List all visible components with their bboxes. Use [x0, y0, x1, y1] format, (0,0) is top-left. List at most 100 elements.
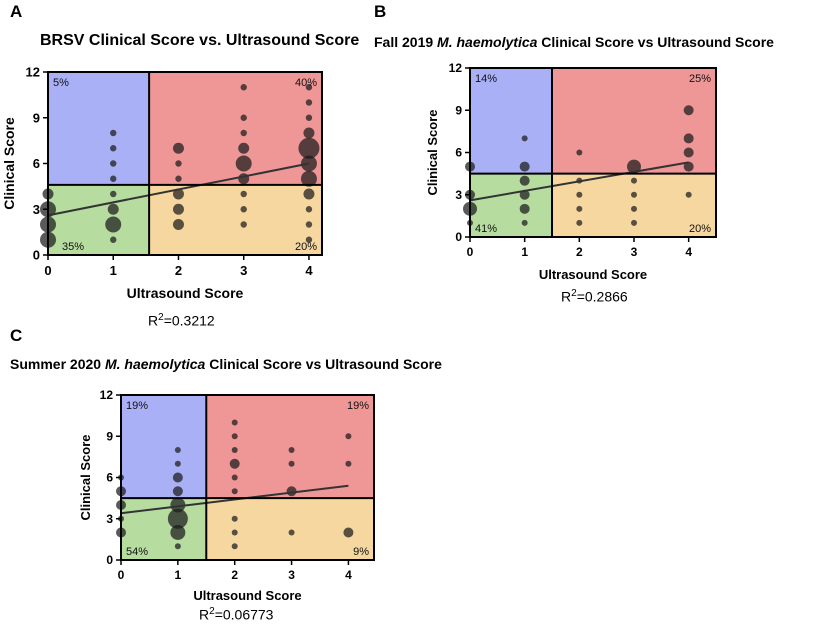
- quadrant-lower-left: [48, 184, 150, 255]
- x-tick-label: 2: [175, 263, 182, 278]
- r2-value: =0.06773: [214, 606, 274, 623]
- y-tick-label: 0: [33, 248, 40, 263]
- y-tick-label: 0: [106, 553, 113, 567]
- data-point: [174, 543, 181, 550]
- x-tick-label: 1: [110, 263, 117, 278]
- chart-b-title-species: M. haemolytica: [437, 34, 538, 50]
- chart-c-r-squared: R2=0.06773: [199, 606, 273, 623]
- data-point: [172, 142, 184, 154]
- data-point: [303, 188, 315, 200]
- r2-base: R: [199, 606, 210, 623]
- y-tick-label: 3: [455, 188, 462, 202]
- data-point: [174, 460, 181, 467]
- data-point: [240, 114, 247, 121]
- data-point: [110, 145, 117, 152]
- data-point: [683, 105, 694, 116]
- data-point: [105, 216, 122, 233]
- quadrant-lower-left: [470, 173, 552, 237]
- data-point: [110, 160, 117, 167]
- r2-exponent: 2: [571, 288, 577, 299]
- data-point: [683, 133, 694, 144]
- data-point: [238, 142, 250, 154]
- data-point: [521, 219, 528, 226]
- quadrant-upper-left: [48, 72, 150, 185]
- quadrant-label-lower-right: 20%: [689, 223, 711, 235]
- data-point: [300, 170, 317, 187]
- data-point: [305, 221, 313, 228]
- x-tick-label: 4: [345, 568, 352, 582]
- data-point: [231, 419, 238, 426]
- data-point: [683, 161, 694, 172]
- data-point: [576, 191, 583, 198]
- data-point: [231, 543, 238, 550]
- data-point: [305, 236, 313, 243]
- y-tick-label: 6: [455, 146, 462, 160]
- quadrant-label-lower-left: 54%: [126, 546, 148, 558]
- y-tick-label: 12: [449, 61, 463, 75]
- data-point: [305, 99, 313, 106]
- chart-b-title-text: Fall 2019: [374, 34, 438, 50]
- data-point: [167, 508, 188, 529]
- data-point: [231, 488, 238, 495]
- data-point: [235, 155, 252, 172]
- x-tick-label: 4: [305, 263, 313, 278]
- data-point: [231, 515, 238, 522]
- x-tick-label: 3: [288, 568, 295, 582]
- data-point: [110, 190, 117, 198]
- data-point: [303, 127, 315, 139]
- data-point: [631, 177, 637, 184]
- data-point: [305, 206, 313, 213]
- y-tick-label: 9: [33, 110, 40, 125]
- data-point: [231, 529, 238, 536]
- quadrant-lower-right: [552, 173, 716, 237]
- chart-b-title: Fall 2019 M. haemolytica Clinical Score …: [374, 34, 774, 50]
- quadrant-upper-left: [121, 395, 207, 499]
- data-point: [627, 159, 641, 174]
- x-axis-label: Ultrasound Score: [193, 588, 301, 603]
- data-point: [519, 203, 530, 214]
- data-point: [240, 129, 247, 137]
- x-axis-label: Ultrasound Score: [127, 285, 244, 301]
- data-point: [521, 135, 528, 142]
- data-point: [305, 114, 313, 121]
- chart-b-title-suffix: Clinical Score vs Ultrasound Score: [537, 34, 774, 50]
- chart-c-title-text: Summer 2020: [10, 356, 105, 372]
- data-point: [288, 529, 295, 536]
- x-tick-label: 1: [175, 568, 182, 582]
- r2-base: R: [561, 288, 572, 305]
- data-point: [345, 460, 352, 467]
- y-tick-label: 6: [106, 471, 113, 485]
- r2-value: =0.3212: [163, 312, 215, 329]
- quadrant-label-upper-right: 40%: [295, 77, 317, 89]
- data-point: [240, 206, 247, 213]
- chart-a-title: BRSV Clinical Score vs. Ultrasound Score: [40, 32, 359, 50]
- x-tick-label: 4: [685, 245, 692, 259]
- data-point: [170, 497, 186, 513]
- r2-exponent: 2: [209, 606, 215, 617]
- data-point: [110, 236, 117, 243]
- quadrant-label-lower-right: 20%: [295, 241, 317, 253]
- quadrant-label-upper-left: 14%: [475, 73, 497, 85]
- x-tick-label: 0: [44, 263, 51, 278]
- data-point: [240, 221, 247, 228]
- data-point: [172, 219, 184, 230]
- data-point: [172, 188, 184, 200]
- x-tick-label: 3: [240, 263, 247, 278]
- x-tick-label: 3: [631, 245, 638, 259]
- data-point: [685, 191, 692, 198]
- data-point: [288, 447, 295, 453]
- y-axis-label: Clinical Score: [1, 117, 17, 210]
- quadrant-label-lower-left: 35%: [62, 241, 84, 253]
- r2-value: =0.2866: [576, 288, 628, 305]
- data-point: [631, 219, 637, 226]
- quadrant-label-upper-right: 19%: [347, 400, 369, 412]
- y-tick-label: 6: [33, 156, 40, 171]
- data-point: [110, 129, 117, 137]
- data-point: [576, 219, 583, 226]
- data-point: [174, 447, 181, 453]
- data-point: [231, 447, 238, 453]
- x-tick-label: 2: [576, 245, 583, 259]
- data-point: [172, 472, 183, 483]
- quadrant-label-upper-right: 25%: [689, 73, 711, 85]
